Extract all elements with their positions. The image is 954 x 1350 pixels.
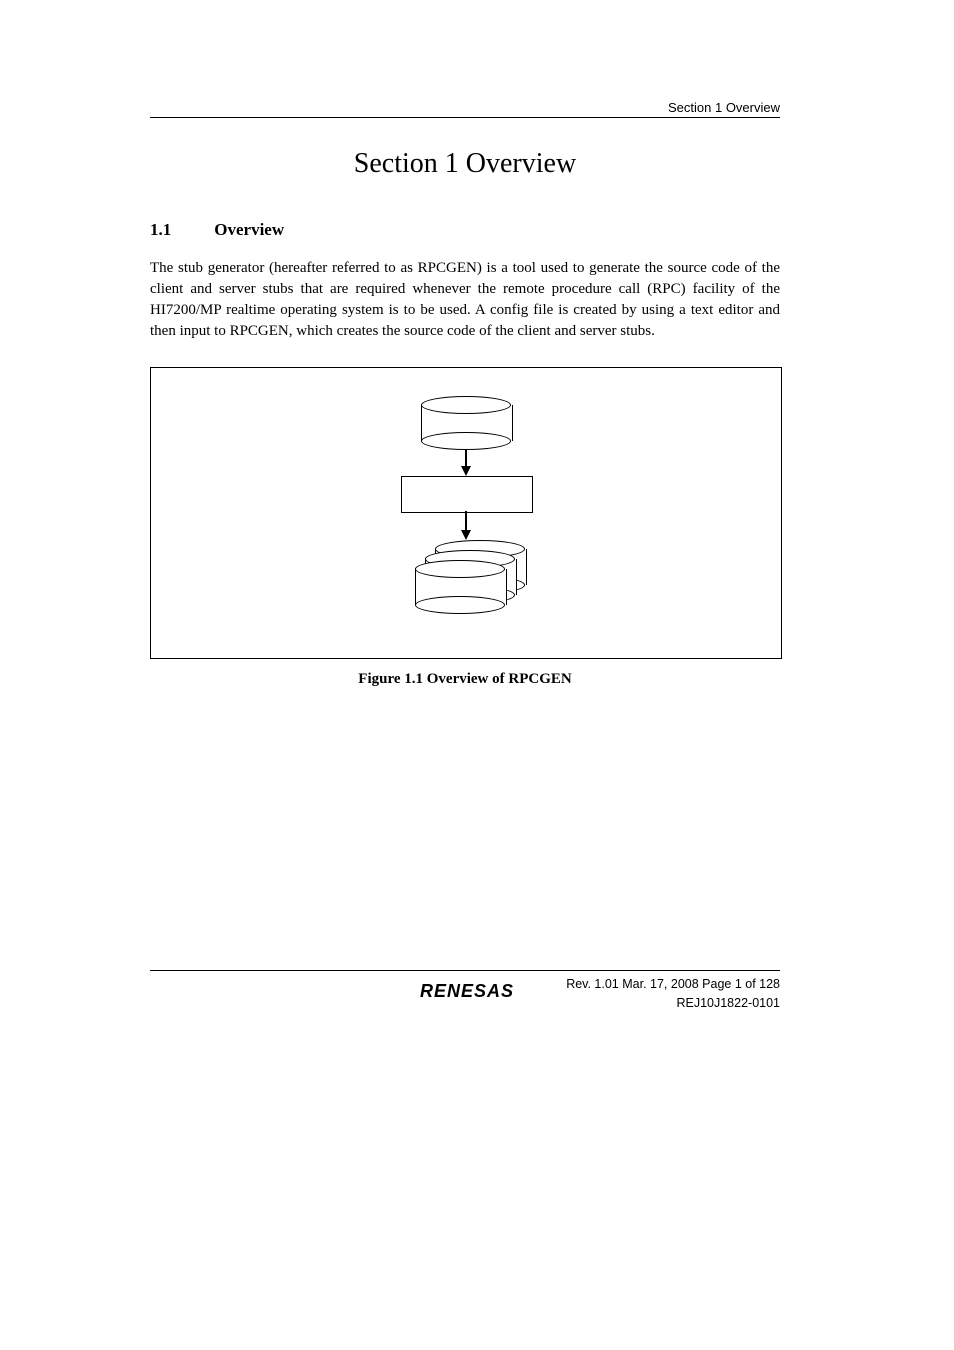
arrowhead-icon bbox=[461, 466, 471, 476]
body-paragraph: The stub generator (hereafter referred t… bbox=[150, 258, 780, 342]
header-right-text: Section 1 Overview bbox=[668, 100, 780, 115]
figure-box bbox=[150, 367, 782, 659]
footer-rule bbox=[150, 970, 780, 971]
section-title: Section 1 Overview bbox=[150, 148, 780, 180]
subsection-number: 1.1 bbox=[150, 220, 210, 240]
subsection-heading: 1.1 Overview bbox=[150, 220, 780, 240]
page-footer: RENESAS Rev. 1.01 Mar. 17, 2008 Page 1 o… bbox=[150, 970, 780, 1015]
subsection-label: Overview bbox=[214, 220, 284, 239]
footer-line2: REJ10J1822-0101 bbox=[676, 996, 780, 1010]
renesas-logo-icon: RENESAS bbox=[420, 981, 514, 1002]
footer-line1: Rev. 1.01 Mar. 17, 2008 Page 1 of 128 bbox=[566, 977, 780, 991]
page-header: Section 1 Overview bbox=[150, 100, 780, 118]
figure-caption: Figure 1.1 Overview of RPCGEN bbox=[150, 671, 780, 688]
arrowhead-icon bbox=[461, 530, 471, 540]
output-stack-front-icon bbox=[415, 560, 505, 610]
rpcgen-box-icon bbox=[401, 476, 533, 513]
config-file-icon bbox=[421, 396, 511, 446]
